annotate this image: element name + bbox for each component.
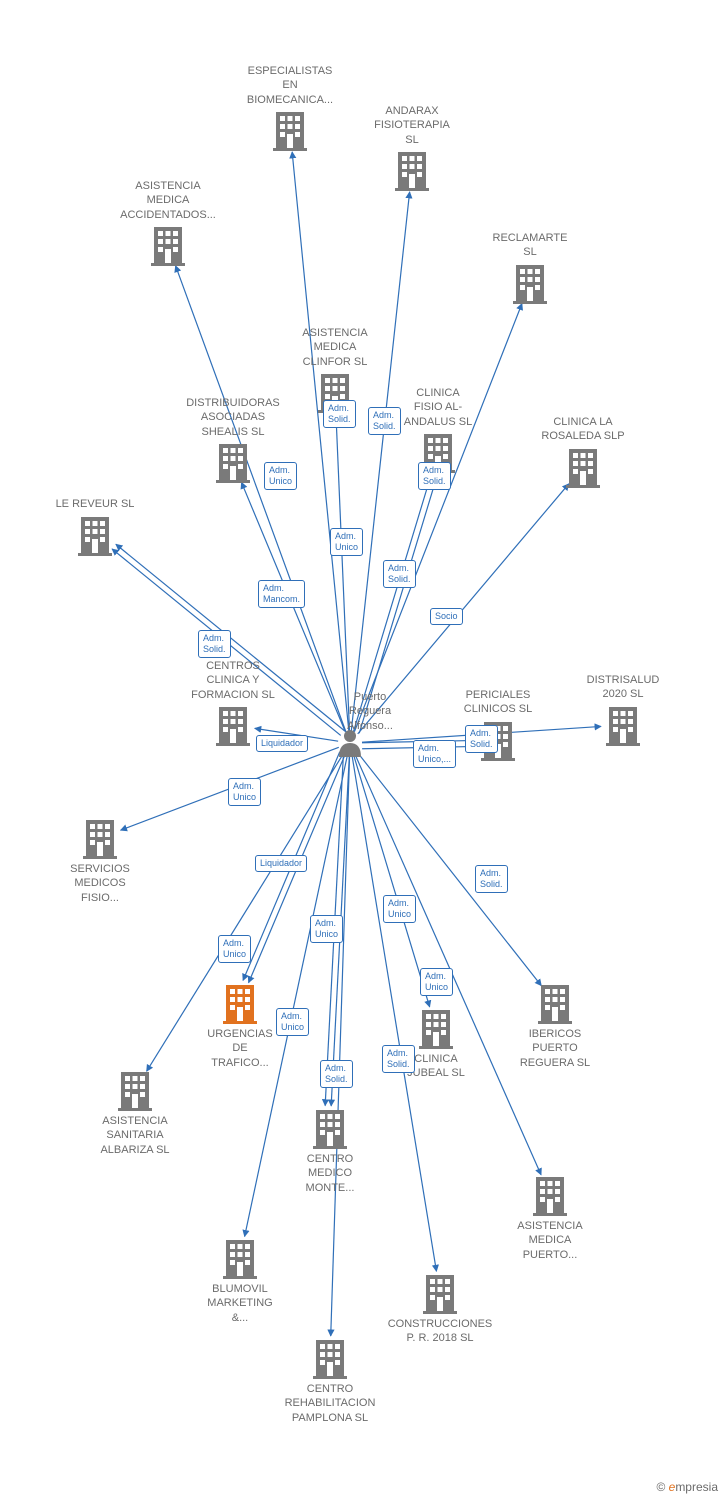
company-label: ASISTENCIA SANITARIA ALBARIZA SL	[75, 1114, 195, 1157]
company-label: ASISTENCIA MEDICA CLINFOR SL	[275, 326, 395, 369]
company-node[interactable]: PERICIALES CLINICOS SL	[433, 688, 563, 717]
company-label: ESPECIALISTAS EN BIOMECANICA...	[230, 64, 350, 107]
company-node[interactable]: BLUMOVIL MARKETING &...	[175, 1282, 305, 1325]
footer-credit: © empresia	[656, 1480, 718, 1494]
company-label: ANDARAX FISIOTERAPIA SL	[352, 104, 472, 147]
building-icon[interactable]	[118, 1072, 152, 1111]
company-label: PERICIALES CLINICOS SL	[438, 688, 558, 717]
company-label: DISTRIBUIDORAS ASOCIADAS SHEALIS SL	[173, 396, 293, 439]
edge-role-label: Adm. Solid.	[383, 560, 416, 588]
building-icon[interactable]	[273, 112, 307, 151]
company-label: ASISTENCIA MEDICA PUERTO...	[490, 1219, 610, 1262]
company-node[interactable]: ASISTENCIA MEDICA CLINFOR SL	[270, 326, 400, 369]
edge-role-label: Liquidador	[256, 735, 308, 752]
edge-role-label: Adm. Unico	[383, 895, 416, 923]
building-icon[interactable]	[83, 820, 117, 859]
company-label: CENTRO REHABILITACION PAMPLONA SL	[270, 1382, 390, 1425]
company-node[interactable]: IBERICOS PUERTO REGUERA SL	[490, 1027, 620, 1070]
edge-line	[351, 192, 409, 731]
company-label: ASISTENCIA MEDICA ACCIDENTADOS...	[108, 179, 228, 222]
center-person-label: Puerto Reguera Alfonso...	[330, 690, 410, 733]
company-node[interactable]: LE REVEUR SL	[30, 497, 160, 511]
company-node[interactable]: ASISTENCIA MEDICA PUERTO...	[485, 1219, 615, 1262]
building-icon[interactable]	[313, 1110, 347, 1149]
edge-role-label: Adm. Solid.	[320, 1060, 353, 1088]
edge-role-label: Adm. Solid.	[475, 865, 508, 893]
edge-role-label: Socio	[430, 608, 463, 625]
company-node[interactable]: ANDARAX FISIOTERAPIA SL	[347, 104, 477, 147]
company-label: DISTRISALUD 2020 SL	[563, 673, 683, 702]
edge-role-label: Adm. Unico,...	[413, 740, 456, 768]
copyright-symbol: ©	[656, 1480, 665, 1494]
company-label: CLINICA LA ROSALEDA SLP	[523, 415, 643, 444]
company-node[interactable]: SERVICIOS MEDICOS FISIO...	[35, 862, 165, 905]
edge-line	[357, 752, 541, 985]
building-icon[interactable]	[78, 517, 112, 556]
edge-role-label: Adm. Solid.	[198, 630, 231, 658]
edge-role-label: Adm. Unico	[310, 915, 343, 943]
company-node[interactable]: CENTRO REHABILITACION PAMPLONA SL	[265, 1382, 395, 1425]
building-icon[interactable]	[395, 152, 429, 191]
company-node[interactable]: DISTRIBUIDORAS ASOCIADAS SHEALIS SL	[168, 396, 298, 439]
company-label: LE REVEUR SL	[35, 497, 155, 511]
edge-line	[292, 152, 349, 731]
company-node[interactable]: ASISTENCIA MEDICA ACCIDENTADOS...	[103, 179, 233, 222]
edge-line	[355, 754, 541, 1175]
company-label: CONSTRUCCIONES P. R. 2018 SL	[380, 1317, 500, 1346]
building-icon[interactable]	[223, 985, 257, 1024]
building-icon[interactable]	[216, 444, 250, 483]
network-canvas	[0, 0, 728, 1500]
company-node[interactable]: DISTRISALUD 2020 SL	[558, 673, 688, 702]
building-icon[interactable]	[419, 1010, 453, 1049]
building-icon[interactable]	[538, 985, 572, 1024]
company-node[interactable]: CLINICA LA ROSALEDA SLP	[518, 415, 648, 444]
edge-role-label: Adm. Solid.	[368, 407, 401, 435]
building-icon[interactable]	[533, 1177, 567, 1216]
brand-rest: mpresia	[675, 1480, 718, 1494]
building-icon[interactable]	[423, 1275, 457, 1314]
edge-role-label: Adm. Unico	[264, 462, 297, 490]
edge-role-label: Adm. Unico	[330, 528, 363, 556]
building-icon[interactable]	[566, 449, 600, 488]
person-icon	[339, 730, 361, 757]
company-node[interactable]: CENTROS CLINICA Y FORMACION SL	[168, 659, 298, 702]
building-icon[interactable]	[216, 707, 250, 746]
building-icon[interactable]	[313, 1340, 347, 1379]
edge-line	[331, 755, 350, 1336]
building-icon[interactable]	[151, 227, 185, 266]
edge-role-label: Adm. Solid.	[323, 400, 356, 428]
edge-line	[353, 754, 429, 1006]
company-label: BLUMOVIL MARKETING &...	[180, 1282, 300, 1325]
edge-role-label: Adm. Unico	[228, 778, 261, 806]
edge-role-label: Adm. Mancom.	[258, 580, 305, 608]
edge-role-label: Adm. Solid.	[418, 462, 451, 490]
edge-role-label: Liquidador	[255, 855, 307, 872]
company-label: RECLAMARTE SL	[470, 231, 590, 260]
edge-role-label: Adm. Solid.	[465, 725, 498, 753]
company-node[interactable]: RECLAMARTE SL	[465, 231, 595, 260]
edge-line	[336, 414, 350, 731]
company-label: IBERICOS PUERTO REGUERA SL	[495, 1027, 615, 1070]
company-label: CENTROS CLINICA Y FORMACION SL	[173, 659, 293, 702]
company-node[interactable]: ESPECIALISTAS EN BIOMECANICA...	[225, 64, 355, 107]
edge-role-label: Adm. Unico	[276, 1008, 309, 1036]
edge-role-label: Adm. Solid.	[382, 1045, 415, 1073]
company-label: CENTRO MEDICO MONTE...	[270, 1152, 390, 1195]
building-icon[interactable]	[606, 707, 640, 746]
building-icon[interactable]	[513, 265, 547, 304]
edge-role-label: Adm. Unico	[218, 935, 251, 963]
company-node[interactable]: CENTRO MEDICO MONTE...	[265, 1152, 395, 1195]
company-node[interactable]: CONSTRUCCIONES P. R. 2018 SL	[375, 1317, 505, 1346]
building-icon[interactable]	[223, 1240, 257, 1279]
company-label: SERVICIOS MEDICOS FISIO...	[40, 862, 160, 905]
company-node[interactable]: ASISTENCIA SANITARIA ALBARIZA SL	[70, 1114, 200, 1157]
edge-role-label: Adm. Unico	[420, 968, 453, 996]
